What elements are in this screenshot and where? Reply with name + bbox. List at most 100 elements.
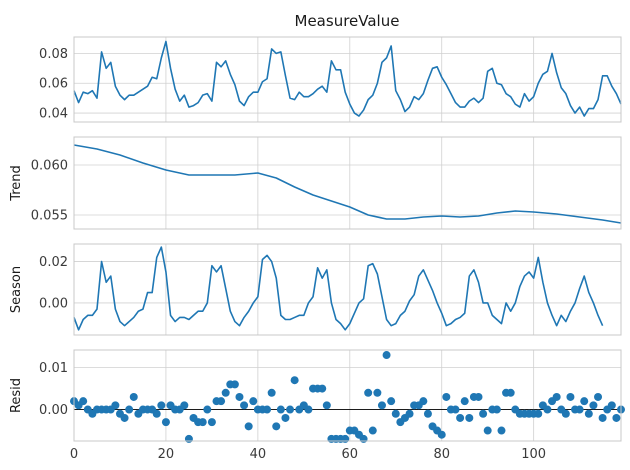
resid-point — [221, 388, 230, 397]
y-tick-label: 0.00 — [39, 403, 68, 418]
y-tick-label: 0.00 — [39, 296, 68, 311]
y-axis-label: Trend — [9, 165, 24, 202]
x-tick-label: 40 — [250, 447, 267, 462]
series-line — [73, 144, 622, 224]
resid-point — [492, 405, 501, 414]
resid-point — [575, 405, 584, 414]
resid-point — [479, 409, 488, 418]
y-tick-label: 0.01 — [39, 361, 68, 376]
resid-point — [267, 388, 276, 397]
resid-point — [589, 401, 598, 410]
y-tick-label: 0.060 — [31, 159, 68, 174]
resid-point — [566, 392, 575, 401]
resid-point — [442, 392, 451, 401]
resid-point — [304, 405, 313, 414]
resid-point — [391, 409, 400, 418]
x-tick-label: 20 — [158, 447, 175, 462]
x-tick-label: 0 — [70, 447, 78, 462]
resid-point — [474, 392, 483, 401]
y-tick-label: 0.04 — [39, 107, 68, 122]
resid-point — [281, 413, 290, 422]
resid-point — [612, 413, 621, 422]
resid-point — [157, 401, 166, 410]
plot-area — [74, 37, 621, 122]
resid-point — [244, 422, 253, 431]
resid-point — [286, 405, 295, 414]
series-line — [73, 246, 604, 331]
x-tick-label: 60 — [342, 447, 359, 462]
resid-point — [125, 405, 134, 414]
resid-point — [506, 388, 515, 397]
resid-point — [419, 397, 428, 406]
resid-point — [230, 380, 239, 389]
resid-point — [465, 413, 474, 422]
resid-point — [161, 418, 170, 427]
resid-point — [584, 409, 593, 418]
chart-title: MeasureValue — [295, 12, 400, 30]
resid-point — [290, 376, 299, 385]
plot-frame — [73, 243, 622, 336]
resid-point — [377, 401, 386, 410]
x-tick-label: 80 — [433, 447, 450, 462]
resid-point — [552, 392, 561, 401]
resid-point — [451, 405, 460, 414]
resid-point — [184, 434, 193, 443]
resid-point — [543, 405, 552, 414]
resid-point — [120, 413, 129, 422]
resid-point — [198, 418, 207, 427]
panel-resid: 0.00 0.01 0 20 40 60 80 100 Resid — [9, 349, 625, 462]
plot-frame — [73, 136, 622, 230]
resid-point — [456, 413, 465, 422]
resid-point — [263, 405, 272, 414]
y-axis-label: Resid — [9, 378, 24, 413]
y-tick-label: 0.08 — [39, 47, 68, 62]
y-tick-label: 0.06 — [39, 77, 68, 92]
y-tick-label: 0.02 — [39, 255, 68, 270]
resid-point — [318, 384, 327, 393]
resid-point — [364, 388, 373, 397]
x-tick-label: 100 — [521, 447, 546, 462]
panel-season: 0.00 0.02 Season — [9, 243, 622, 336]
resid-point — [497, 426, 506, 435]
resid-point — [460, 397, 469, 406]
resid-point — [276, 405, 285, 414]
resid-point — [79, 397, 88, 406]
panel-trend: 0.055 0.060 Trend — [9, 136, 622, 230]
plot-frame — [73, 349, 622, 442]
resid-point — [322, 401, 331, 410]
series-line — [73, 40, 622, 117]
resid-point — [249, 397, 258, 406]
panel-measurevalue: 0.04 0.06 0.08 — [39, 36, 622, 123]
resid-point — [235, 392, 244, 401]
resid-point — [405, 409, 414, 418]
resid-point — [152, 409, 161, 418]
resid-point — [437, 430, 446, 439]
resid-point — [217, 397, 226, 406]
resid-point — [534, 409, 543, 418]
resid-point — [368, 426, 377, 435]
resid-point — [387, 397, 396, 406]
resid-point — [341, 434, 350, 443]
resid-point — [129, 392, 138, 401]
resid-point — [561, 409, 570, 418]
resid-point — [240, 401, 249, 410]
y-tick-label: 0.055 — [31, 209, 68, 224]
resid-point — [483, 426, 492, 435]
resid-point — [207, 418, 216, 427]
resid-point — [598, 413, 607, 422]
resid-point — [180, 401, 189, 410]
plot-area — [74, 137, 621, 229]
resid-point — [382, 351, 391, 360]
resid-point — [580, 397, 589, 406]
resid-point — [111, 401, 120, 410]
plot-frame — [73, 36, 622, 123]
resid-point — [373, 388, 382, 397]
resid-point — [423, 409, 432, 418]
resid-point — [359, 434, 368, 443]
resid-point — [272, 422, 281, 431]
resid-point — [607, 401, 616, 410]
plot-area — [74, 244, 621, 335]
resid-point — [594, 392, 603, 401]
y-axis-label: Season — [9, 266, 24, 313]
